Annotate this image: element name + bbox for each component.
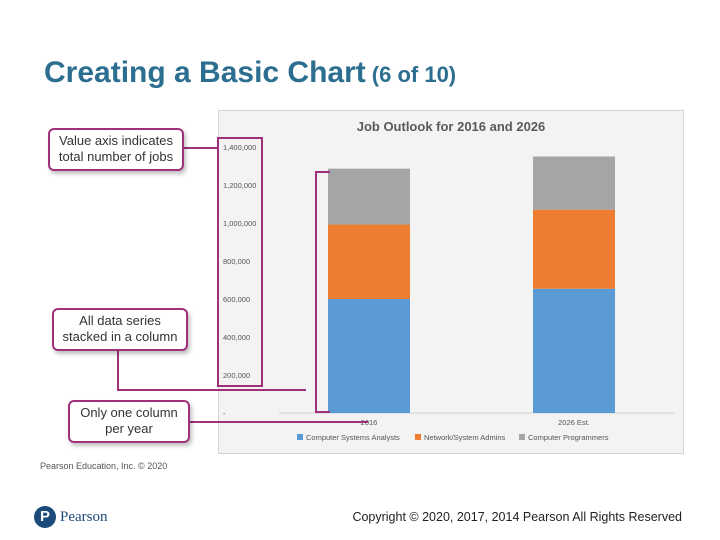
callout-stacked-series-line1: All data series [79,313,161,328]
pearson-logo-icon: P [34,506,56,528]
pearson-logo-text: Pearson [60,508,108,525]
slide-title-main: Creating a Basic Chart [44,56,366,89]
callout-stacked-series: All data series stacked in a column [52,308,188,351]
y-tick-label: 1,000,000 [223,219,256,228]
bar-segment [533,209,615,289]
x-tick-label: 2026 Est. [558,418,590,427]
y-tick-label: 1,400,000 [223,143,256,152]
chart-figure: Job Outlook for 2016 and 2026 - 200,000 40… [38,110,684,470]
stacked-column-chart: - 200,000 400,000 600,000 800,000 1,000,000 1,… [223,143,675,442]
y-tick-label: 400,000 [223,333,250,342]
legend-label: Network/System Admins [424,433,506,442]
legend-swatch [519,434,525,440]
y-tick-label: 600,000 [223,295,250,304]
callout-value-axis-line1: Value axis indicates [59,133,173,148]
bar-segment [328,299,410,413]
chart-title: Job Outlook for 2016 and 2026 [356,119,546,134]
callout-stacked-series-line2: stacked in a column [62,329,178,344]
copyright-notice: Copyright © 2020, 2017, 2014 Pearson All… [352,510,682,524]
chart-panel: Job Outlook for 2016 and 2026 - 200,000 40… [218,110,684,454]
legend-swatch [297,434,303,440]
legend-swatch [415,434,421,440]
y-tick-label: 800,000 [223,257,250,266]
bar-segment [328,168,410,225]
bar-segment [328,224,410,299]
bar-segment [533,288,615,413]
image-credit: Pearson Education, Inc. © 2020 [40,461,168,471]
callout-value-axis-line2: total number of jobs [58,149,174,164]
bar-segment [533,156,615,210]
callout-one-column: Only one column per year [68,400,190,443]
legend-label: Computer Systems Analysts [306,433,400,442]
legend-label: Computer Programmers [528,433,609,442]
y-tick-label: - [223,409,226,418]
slide-title: Creating a Basic Chart (6 of 10) [44,56,456,90]
slide-title-suffix: (6 of 10) [371,62,457,87]
y-tick-label: 200,000 [223,371,250,380]
y-tick-label: 1,200,000 [223,181,256,190]
callout-one-column-line1: Only one column [80,405,178,420]
x-tick-label: 2016 [361,418,378,427]
callout-one-column-line2: per year [105,421,153,436]
callout-value-axis: Value axis indicates total number of job… [48,128,184,171]
pearson-logo: P Pearson [34,505,108,529]
